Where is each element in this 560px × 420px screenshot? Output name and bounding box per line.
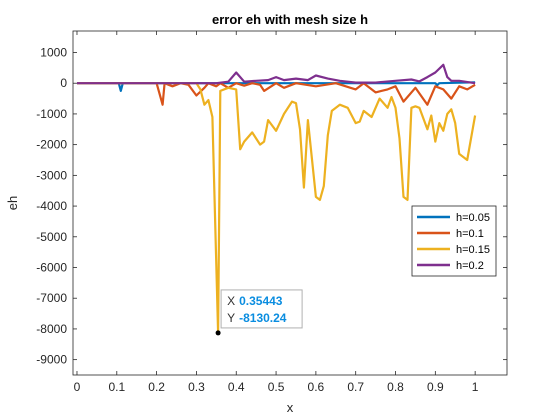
- y-tick-label: -5000: [36, 230, 67, 244]
- y-tick-label: -3000: [36, 168, 67, 182]
- x-tick-label: 0: [74, 380, 81, 394]
- datatip[interactable]: X 0.35443 Y -8130.24: [215, 289, 303, 336]
- y-tick-label: -2000: [36, 138, 67, 152]
- legend-entry: h=0.2: [456, 260, 484, 272]
- datatip-x-value: 0.35443: [239, 294, 283, 308]
- x-tick-label: 0.4: [228, 380, 245, 394]
- datatip-x-label: X: [227, 294, 235, 308]
- x-tick-label: 1: [472, 380, 479, 394]
- x-tick-label: 0.1: [108, 380, 125, 394]
- datatip-marker[interactable]: [215, 330, 221, 336]
- series-line-h=0.05: [77, 81, 476, 93]
- y-tick-label: -6000: [36, 261, 67, 275]
- y-tick-label: -9000: [36, 353, 67, 367]
- y-tick-label: 1000: [40, 46, 67, 60]
- y-tick-label: -4000: [36, 199, 67, 213]
- axes-box: [72, 30, 508, 376]
- series-layer: [77, 63, 477, 334]
- series-line-h=0.15: [77, 82, 477, 334]
- x-tick-label: 0.8: [387, 380, 404, 394]
- x-tick-label: 0.6: [308, 380, 325, 394]
- y-tick-label: -7000: [36, 291, 67, 305]
- x-tick-label: 0.3: [188, 380, 205, 394]
- y-tick-label: -1000: [36, 107, 67, 121]
- chart-title: error eh with mesh size h: [212, 12, 368, 27]
- x-tick-label: 0.2: [148, 380, 165, 394]
- x-tick-label: 0.5: [268, 380, 285, 394]
- y-tick-label: 0: [60, 76, 67, 90]
- y-tick-label: -8000: [36, 322, 67, 336]
- datatip-y-value: -8130.24: [239, 311, 287, 325]
- x-tick-label: 0.9: [427, 380, 444, 394]
- x-tick-label: 0.7: [347, 380, 364, 394]
- legend-entry: h=0.15: [456, 244, 490, 256]
- datatip-y-label: Y: [227, 311, 235, 325]
- x-axis-label: x: [287, 400, 294, 415]
- legend-entry: h=0.05: [456, 212, 490, 224]
- ticks-layer: 0 0.1 0.2 0.3 0.4 0.5 0.6 0.7 0.8 0.9 1 1000 0 -1000 -…: [36, 31, 507, 394]
- y-axis-label: eh: [5, 196, 20, 210]
- series-line-h=0.1: [77, 82, 476, 106]
- legend: h=0.05 h=0.1 h=0.15 h=0.2: [411, 205, 497, 277]
- legend-entry: h=0.1: [456, 228, 484, 240]
- series-line-h=0.2: [77, 63, 476, 85]
- datatip-box: [220, 289, 303, 329]
